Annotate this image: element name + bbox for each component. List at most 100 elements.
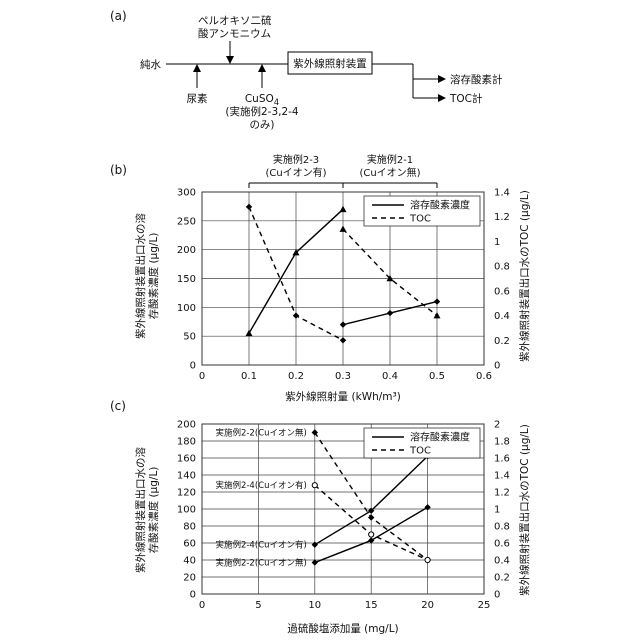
- x-tick-label: 20: [421, 600, 434, 611]
- y-left-tick-label: 80: [183, 522, 196, 533]
- x-tick-label: 0.3: [335, 371, 351, 382]
- y-right-tick-label: 1.6: [494, 454, 510, 465]
- legend-label-toc: TOC: [409, 446, 431, 457]
- y-right-label-c: 紫外線照射装置出口水のTOC (μg/L): [518, 424, 531, 596]
- y-left-tick-label: 200: [177, 245, 196, 256]
- y-left-tick-label: 140: [177, 471, 196, 482]
- y-left-label-c-1: 紫外線照射装置出口水の溶: [134, 447, 147, 573]
- y-right-tick-label: 2: [494, 420, 500, 431]
- y-left-tick-label: 200: [177, 420, 196, 431]
- x-tick-label: 0.4: [382, 371, 398, 382]
- y-left-tick-label: 250: [177, 216, 196, 227]
- group-label-1-line2: (Cuイオン有): [265, 166, 326, 179]
- series-annotation-1: 実施例2-2(Cuイオン無): [215, 428, 306, 439]
- data-point-3: [368, 514, 374, 520]
- y-left-tick-label: 40: [183, 556, 196, 567]
- data-point-1: [246, 330, 253, 336]
- y-left-tick-label: 20: [183, 573, 196, 584]
- output-do-meter: 溶存酸素計: [450, 73, 503, 86]
- y-left-tick-label: 0: [190, 590, 196, 601]
- data-point-3: [246, 204, 252, 210]
- series-annotation-2: 実施例2-4(Cuイオン有): [215, 480, 306, 491]
- x-tick-label: 25: [478, 600, 491, 611]
- flow-diagram: (a) 純水 紫外線照射装置 溶存酸素計 TOC計 ペルオキソ二硫 酸アンモニウ…: [110, 9, 503, 131]
- data-point-1: [312, 542, 318, 548]
- x-tick-label: 10: [308, 600, 321, 611]
- y-right-tick-label: 0.4: [494, 311, 510, 322]
- y-left-tick-label: 120: [177, 488, 196, 499]
- annotations-c: 実施例2-2(Cuイオン無)実施例2-4(Cuイオン有)実施例2-4(Cuイオン…: [215, 428, 306, 569]
- y-left-tick-label: 150: [177, 274, 196, 285]
- series-annotation-4: 実施例2-2(Cuイオン無): [215, 558, 306, 569]
- chart-b: (b) 00.10.20.30.40.50.605010015020025030…: [110, 153, 531, 403]
- data-point-4: [425, 557, 430, 562]
- persulfate-label-2: 酸アンモニウム: [198, 27, 271, 40]
- data-point-2: [387, 310, 393, 316]
- y-right-label-b: 紫外線照射装置出口水のTOC (μg/L): [518, 190, 531, 362]
- y-right-tick-label: 0.4: [494, 556, 510, 567]
- data-point-4: [340, 226, 347, 232]
- x-tick-label: 0: [199, 600, 205, 611]
- panel-label-a: (a): [110, 9, 127, 23]
- cuso4-note-2: のみ): [249, 119, 274, 131]
- y-left-tick-label: 180: [177, 437, 196, 448]
- persulfate-arrowhead: [226, 56, 234, 64]
- data-point-2: [434, 298, 440, 304]
- y-right-tick-label: 0.2: [494, 336, 510, 347]
- y-left-label-c-2: 存酸素濃度 (μg/L): [147, 467, 160, 554]
- x-tick-label: 0.5: [429, 371, 445, 382]
- y-right-tick-label: 0.8: [494, 262, 510, 273]
- group-label-2-line2: (Cuイオン無): [359, 166, 420, 179]
- panel-label-b: (b): [110, 163, 127, 177]
- group-label-1-line1: 実施例2-3: [273, 153, 319, 166]
- y-right-tick-label: 1.8: [494, 437, 510, 448]
- legend-label-toc: TOC: [409, 214, 431, 225]
- data-point-3: [340, 337, 346, 343]
- y-left-tick-label: 100: [177, 303, 196, 314]
- y-right-tick-label: 0.6: [494, 539, 510, 550]
- y-right-tick-label: 0.2: [494, 573, 510, 584]
- arrowhead-do: [438, 75, 446, 83]
- output-toc-meter: TOC計: [449, 92, 483, 105]
- group-label-2-line1: 実施例2-1: [367, 153, 413, 166]
- cuso4-arrowhead: [258, 64, 266, 72]
- data-point-2: [424, 504, 430, 510]
- x-axis-label-c: 過硫酸塩添加量 (mg/L): [287, 622, 398, 635]
- group-brackets-b: 実施例2-3(Cuイオン有) 実施例2-1(Cuイオン無): [249, 153, 437, 188]
- y-right-tick-label: 1: [494, 237, 500, 248]
- uv-device-label: 紫外線照射装置: [293, 57, 367, 70]
- data-point-4: [369, 532, 374, 537]
- legend-c: 溶存酸素濃度 TOC: [364, 428, 480, 458]
- y-right-tick-label: 1: [494, 505, 500, 516]
- x-tick-label: 0.6: [476, 371, 492, 382]
- urea-arrowhead: [193, 64, 201, 72]
- legend-label-do: 溶存酸素濃度: [410, 199, 470, 212]
- y-left-tick-label: 60: [183, 539, 196, 550]
- legend-label-do: 溶存酸素濃度: [410, 431, 470, 444]
- y-right-tick-label: 0: [494, 590, 500, 601]
- urea-label: 尿素: [187, 92, 208, 105]
- source-label: 純水: [140, 58, 161, 71]
- data-point-4: [434, 312, 441, 318]
- y-right-tick-label: 0: [494, 361, 500, 372]
- x-axis-label-b: 紫外線照射量 (kWh/m³): [285, 390, 401, 403]
- data-point-3: [293, 312, 299, 318]
- y-left-tick-label: 160: [177, 454, 196, 465]
- y-left-tick-label: 0: [190, 361, 196, 372]
- data-point-2: [340, 321, 346, 327]
- y-left-tick-label: 50: [183, 332, 196, 343]
- y-right-tick-label: 0.8: [494, 522, 510, 533]
- x-tick-label: 15: [365, 600, 378, 611]
- panel-label-c: (c): [110, 399, 126, 413]
- x-tick-label: 0.1: [241, 371, 257, 382]
- y-left-tick-label: 300: [177, 188, 196, 199]
- y-right-tick-label: 1.4: [494, 188, 510, 199]
- y-right-tick-label: 1.2: [494, 488, 510, 499]
- y-right-tick-label: 0.6: [494, 286, 510, 297]
- data-point-4: [312, 483, 317, 488]
- x-tick-label: 5: [255, 600, 261, 611]
- cuso4-note-1: (実施例2-3,2-4: [225, 105, 299, 118]
- x-tick-label: 0.2: [288, 371, 304, 382]
- chart-c: (c) 051015202502040608010012014016018020…: [110, 399, 531, 635]
